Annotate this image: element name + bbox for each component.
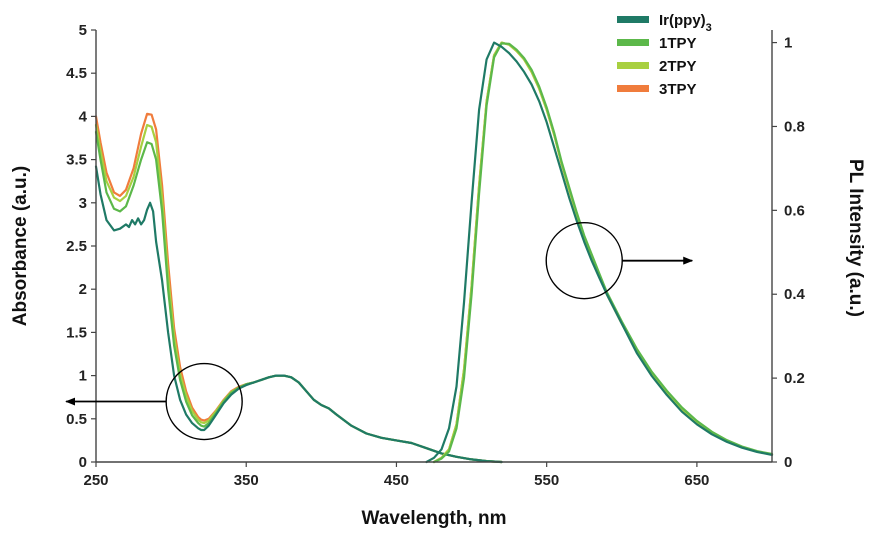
x-tick-label: 450 <box>384 472 409 489</box>
right-y-tick-label: 0.2 <box>784 370 805 387</box>
left-y-tick-label: 2.5 <box>66 238 87 255</box>
left-y-tick-label: 4 <box>79 108 88 125</box>
legend-label: 3TPY <box>659 81 697 98</box>
right-y-axis-title: PL Intensity (a.u.) <box>845 159 866 317</box>
legend-item: 2TPY <box>617 58 697 75</box>
x-tick-label: 550 <box>534 472 559 489</box>
legend-swatch <box>617 16 649 23</box>
right-y-tick-label: 0.4 <box>784 286 806 303</box>
right-y-tick-label: 0.6 <box>784 202 805 219</box>
left-y-tick-label: 0.5 <box>66 411 87 428</box>
ticks-layer: 250 350 450 550 650 0 0.5 1 1.5 2 2.5 3 3.5 4 4.5 5 0 0.2… <box>66 22 805 489</box>
x-tick-label: 350 <box>234 472 259 489</box>
right-y-tick-label: 0 <box>784 454 792 471</box>
absorbance-series-line-3 <box>94 165 503 464</box>
left-y-tick-label: 5 <box>79 22 87 39</box>
legend-label: Ir(ppy)3 <box>659 12 712 34</box>
x-tick-label: 650 <box>684 472 709 489</box>
legend-item: 3TPY <box>617 81 697 98</box>
legend-swatch <box>617 62 649 69</box>
annotation-circle <box>165 362 243 441</box>
left-y-tick-label: 0 <box>79 454 87 471</box>
left-y-tick-label: 3.5 <box>66 152 87 169</box>
pl-series-line-6 <box>432 42 774 464</box>
annotation-right <box>545 221 694 300</box>
left-y-tick-label: 1 <box>79 368 87 385</box>
absorbance-series-line-2 <box>94 130 503 464</box>
legend-swatch <box>617 85 649 92</box>
x-tick-label: 250 <box>83 472 108 489</box>
pl-series-line-4 <box>432 41 774 464</box>
legend-label: 2TPY <box>659 58 697 75</box>
legend-swatch <box>617 39 649 46</box>
pl-series-line-5 <box>432 41 774 464</box>
right-y-tick-label: 0.8 <box>784 118 805 135</box>
left-y-tick-label: 3 <box>79 195 87 212</box>
legend-item: 1TPY <box>617 35 697 52</box>
left-y-axis-title: Absorbance (a.u.) <box>10 166 31 326</box>
left-y-tick-label: 2 <box>79 281 87 298</box>
pl-series-line-7 <box>425 41 774 464</box>
x-axis-title: Wavelength, nm <box>362 508 507 529</box>
legend-label: 1TPY <box>659 35 697 52</box>
absorbance-series-line-1 <box>94 123 503 464</box>
series-layer <box>94 41 774 464</box>
legend-item: Ir(ppy)3 <box>617 12 712 34</box>
annotation-layer <box>65 221 694 441</box>
annotation-left <box>65 362 243 441</box>
left-y-tick-label: 1.5 <box>66 324 87 341</box>
right-y-tick-label: 1 <box>784 35 792 52</box>
left-y-tick-label: 4.5 <box>66 65 87 82</box>
